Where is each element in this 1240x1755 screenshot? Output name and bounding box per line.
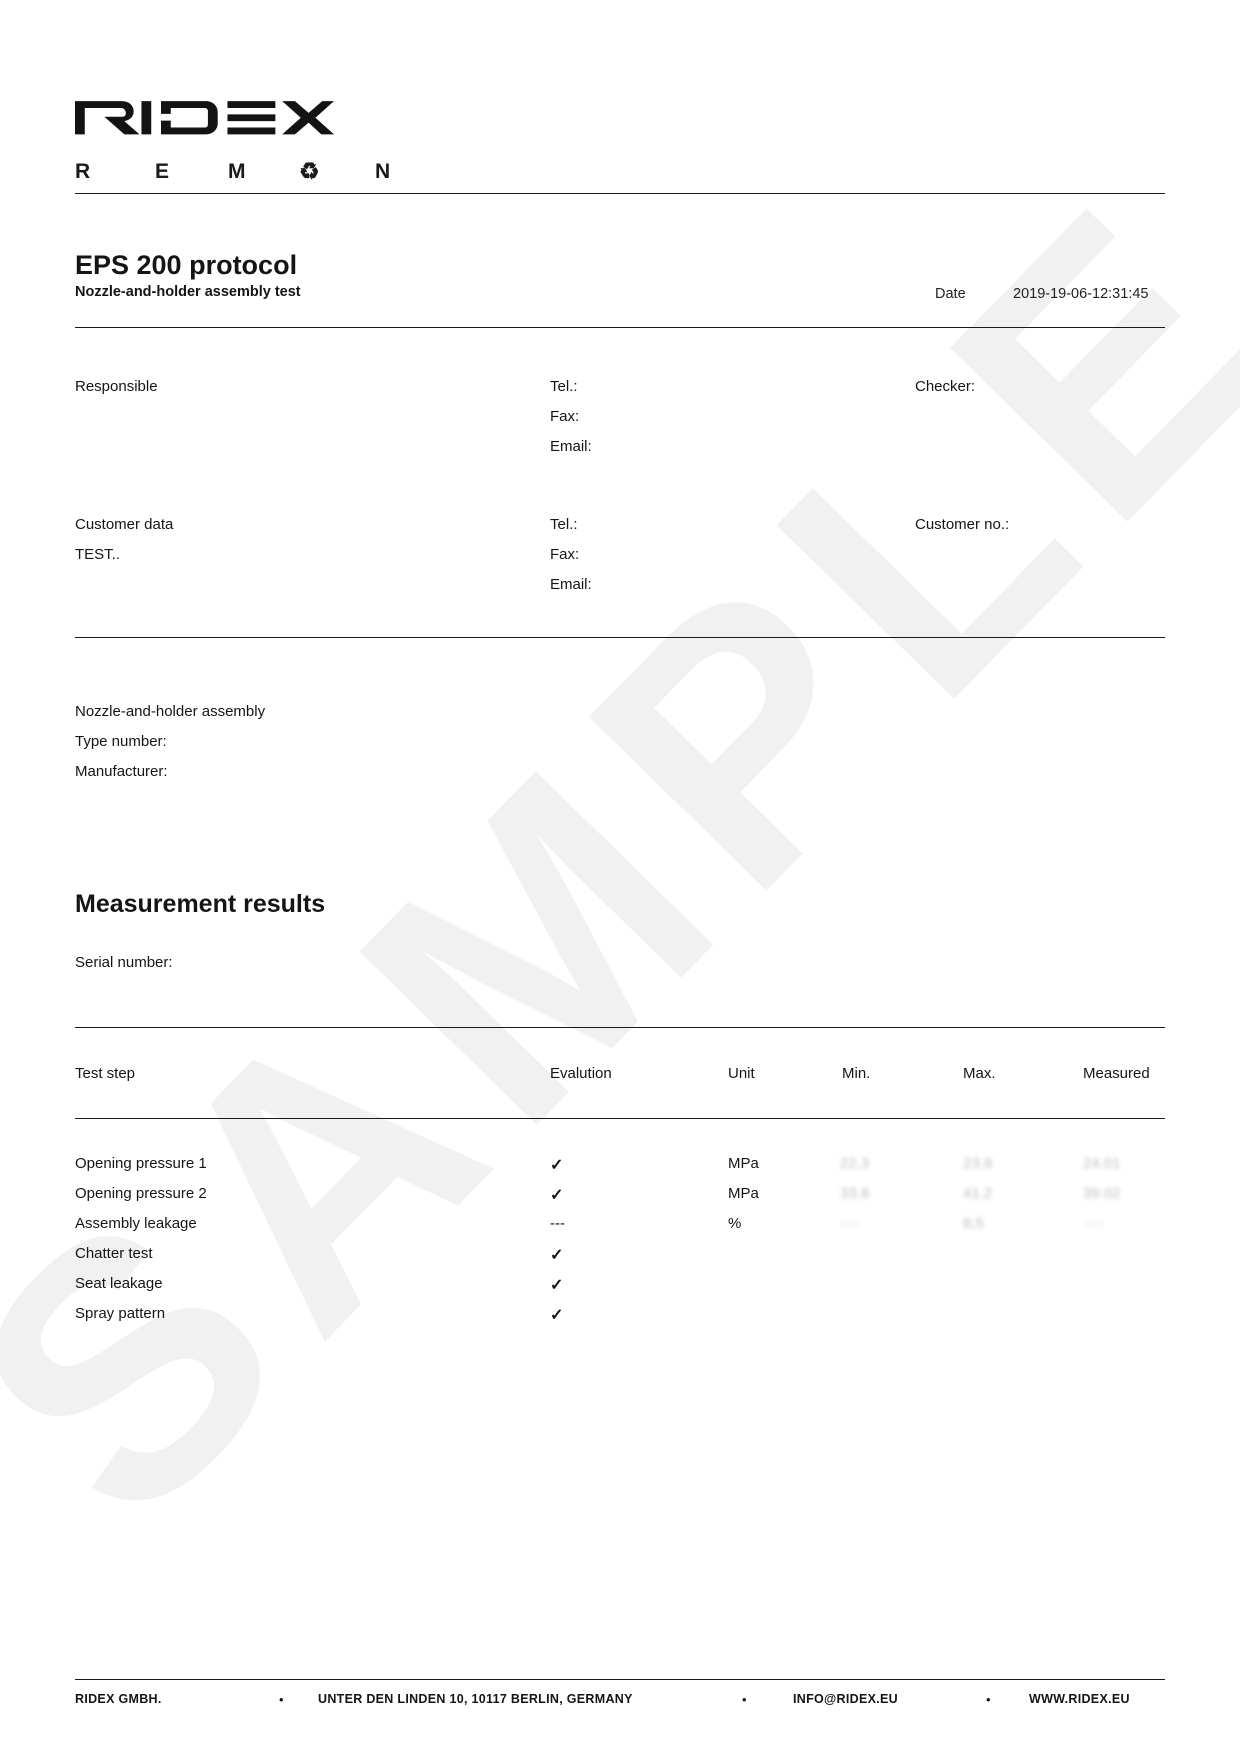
svg-text:SAMPLE: SAMPLE: [0, 119, 1240, 1594]
